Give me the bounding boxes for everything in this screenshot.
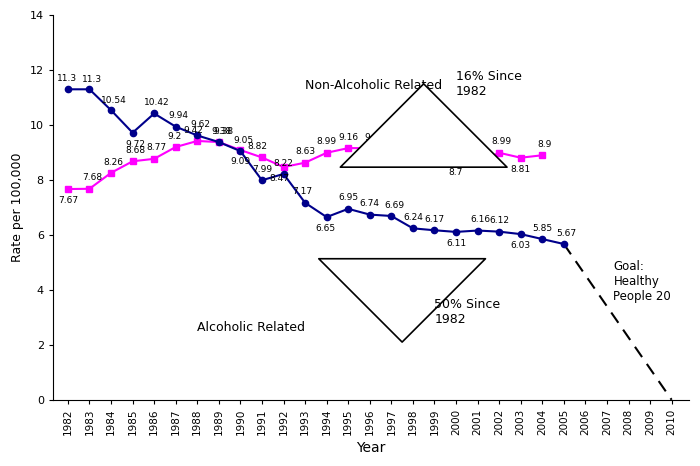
Text: 6.69: 6.69 [384, 201, 404, 210]
Text: 7.68: 7.68 [82, 173, 102, 183]
Text: 9.45: 9.45 [382, 125, 401, 134]
Text: 10.42: 10.42 [144, 98, 169, 107]
Text: 50% Since
1982: 50% Since 1982 [435, 298, 500, 326]
Text: 6.74: 6.74 [360, 199, 380, 208]
Text: Non-Alcoholic Related: Non-Alcoholic Related [305, 79, 442, 92]
Text: 9.42: 9.42 [183, 126, 203, 135]
Text: 8.82: 8.82 [248, 142, 268, 151]
Text: 6.65: 6.65 [315, 224, 335, 233]
Text: 7.67: 7.67 [58, 196, 78, 205]
Text: 9.38: 9.38 [213, 127, 233, 136]
Text: 8.9: 8.9 [538, 140, 552, 149]
Text: 7.17: 7.17 [293, 187, 312, 197]
Text: 9.16: 9.16 [364, 133, 384, 142]
Text: 8.63: 8.63 [295, 147, 315, 156]
Text: 11.3: 11.3 [57, 74, 76, 83]
Text: 5.85: 5.85 [532, 224, 552, 233]
Text: Goal:
Healthy
People 20: Goal: Healthy People 20 [613, 260, 671, 303]
Text: 9.62: 9.62 [190, 120, 210, 129]
Text: 8.26: 8.26 [104, 158, 124, 166]
Text: 6.16: 6.16 [470, 215, 491, 224]
Text: 6.17: 6.17 [424, 215, 444, 224]
Text: 6.24: 6.24 [403, 213, 423, 222]
Text: 9.19: 9.19 [405, 154, 426, 163]
Text: 8.81: 8.81 [510, 164, 531, 174]
Text: 5.67: 5.67 [556, 229, 577, 238]
Text: 8.77: 8.77 [147, 144, 167, 152]
Text: 9.38: 9.38 [211, 127, 232, 136]
Text: 6.03: 6.03 [510, 241, 531, 250]
Text: 9.94: 9.94 [169, 111, 188, 120]
Text: 8.65: 8.65 [468, 147, 488, 156]
Text: 9.22: 9.22 [427, 131, 447, 140]
Y-axis label: Rate per 100,000: Rate per 100,000 [11, 153, 24, 262]
Text: 9.72: 9.72 [125, 140, 146, 149]
Text: 10.54: 10.54 [101, 96, 127, 105]
Text: 8.47: 8.47 [270, 174, 289, 183]
Text: 8.22: 8.22 [274, 158, 293, 168]
Text: 11.3: 11.3 [82, 75, 102, 84]
Text: Alcoholic Related: Alcoholic Related [197, 321, 305, 334]
Text: 9.2: 9.2 [167, 132, 181, 141]
Text: 8.99: 8.99 [492, 137, 512, 146]
Text: 9.09: 9.09 [230, 157, 251, 166]
Text: 6.95: 6.95 [338, 193, 358, 203]
Text: 8.99: 8.99 [316, 137, 337, 146]
Text: 8.7: 8.7 [449, 168, 463, 177]
Text: 9.05: 9.05 [233, 136, 253, 145]
Text: 6.11: 6.11 [446, 239, 466, 248]
Text: 16% Since
1982: 16% Since 1982 [456, 70, 522, 98]
X-axis label: Year: Year [356, 441, 386, 455]
Text: 6.12: 6.12 [489, 216, 509, 225]
Text: 8.68: 8.68 [125, 146, 146, 155]
Text: 9.16: 9.16 [338, 133, 358, 142]
Text: 7.99: 7.99 [252, 165, 272, 174]
